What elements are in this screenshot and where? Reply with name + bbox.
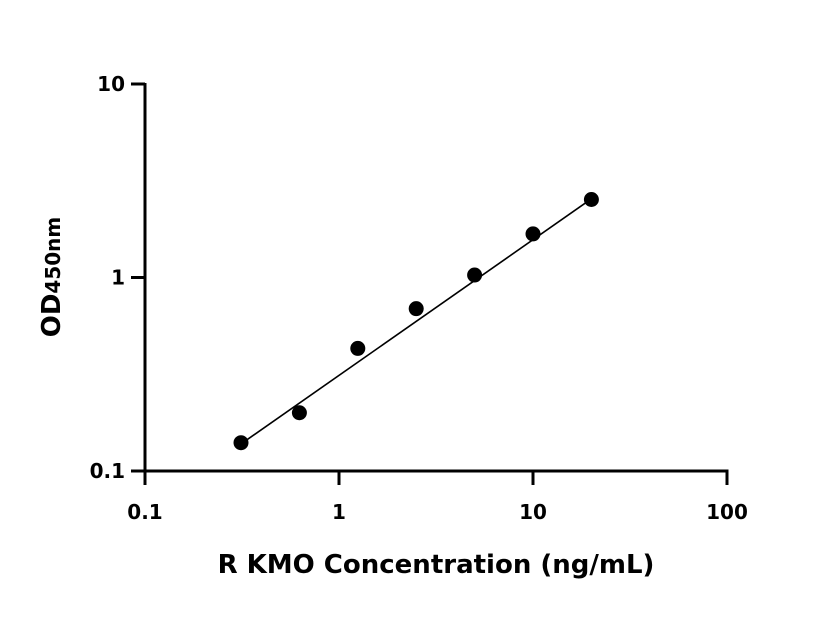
data-point xyxy=(525,226,541,242)
y-axis-ticks: 0.1 1 10 xyxy=(90,72,145,483)
x-axis-title: R KMO Concentration (ng/mL) xyxy=(218,550,655,580)
y-tick-label: 0.1 xyxy=(90,459,125,483)
y-axis-title-main: OD xyxy=(37,294,67,338)
data-point xyxy=(233,435,249,451)
data-points xyxy=(233,191,599,451)
data-point xyxy=(291,405,307,421)
x-tick-label: 0.1 xyxy=(127,500,162,524)
axes xyxy=(143,83,729,473)
data-point xyxy=(467,267,483,283)
y-tick-label: 10 xyxy=(97,72,125,96)
y-axis-title: OD450nm xyxy=(37,217,67,338)
data-point xyxy=(350,340,366,356)
x-axis-ticks: 0.1 1 10 100 xyxy=(127,471,748,524)
data-point xyxy=(583,191,599,207)
x-tick-label: 10 xyxy=(519,500,547,524)
y-axis-title-sub: 450nm xyxy=(41,217,65,294)
y-tick-label: 1 xyxy=(111,266,125,290)
data-point xyxy=(408,301,424,317)
x-tick-label: 1 xyxy=(332,500,346,524)
x-tick-label: 100 xyxy=(706,500,748,524)
